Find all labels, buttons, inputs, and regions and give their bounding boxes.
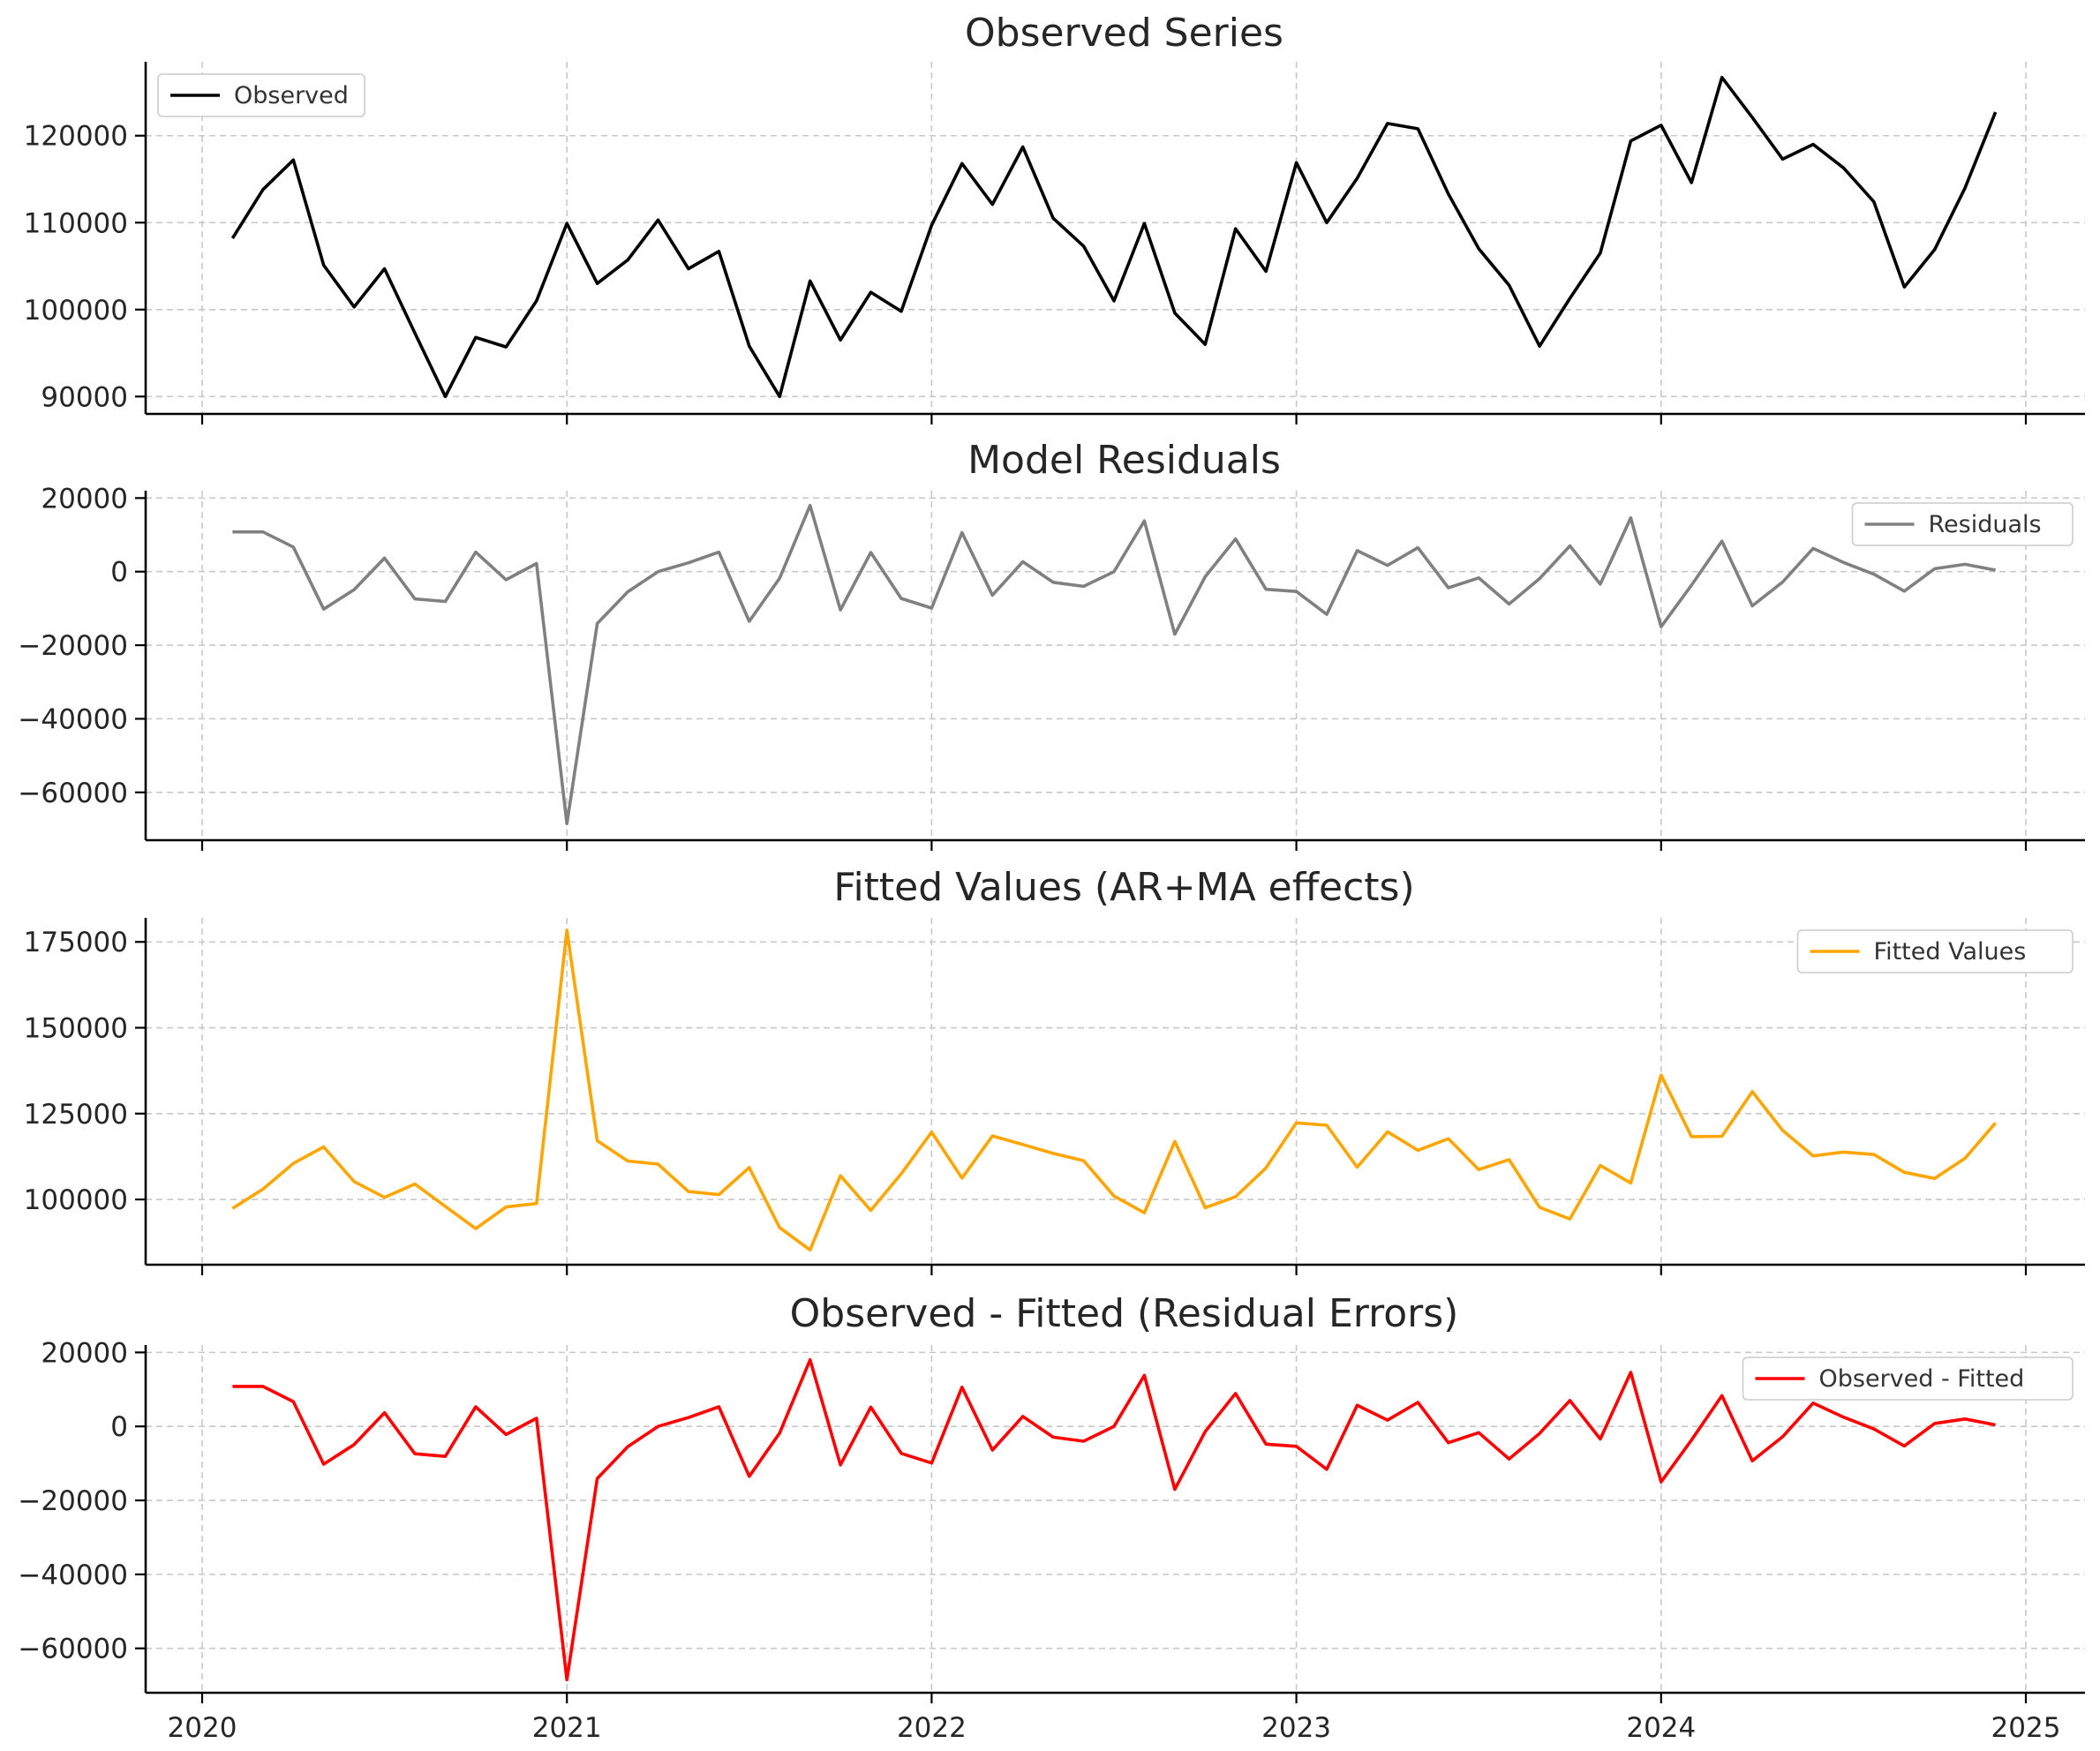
x-tick-label: 2020	[168, 1712, 237, 1744]
series-line	[230, 75, 1998, 399]
chart-title: Observed - Fitted (Residual Errors)	[790, 1291, 1459, 1336]
chart-title: Model Residuals	[967, 438, 1281, 483]
y-tick-label: 20000	[41, 1337, 128, 1369]
y-tick-label: 20000	[41, 483, 128, 515]
series-line	[232, 503, 1996, 826]
y-tick-label: −60000	[18, 1634, 128, 1665]
legend-box	[1851, 502, 2074, 546]
legend-label: Observed - Fitted	[1819, 1365, 2025, 1393]
series-line	[232, 1358, 1996, 1682]
y-tick-label: 110000	[24, 207, 128, 239]
legend: Observed	[157, 73, 365, 117]
y-tick-label: 90000	[41, 381, 128, 413]
y-tick-label: −40000	[18, 703, 128, 735]
x-tick-label: 2022	[897, 1712, 967, 1744]
chart-panel-2: Model Residuals −60000 −40000 −20000 0 20000 R…	[18, 438, 2085, 851]
y-tick-label: 0	[110, 1411, 128, 1443]
x-tick-label: 2024	[1626, 1712, 1696, 1744]
y-tick-label: 125000	[24, 1099, 128, 1131]
chart-panel-3: Fitted Values (AR+MA effects) 100000 12500…	[24, 865, 2085, 1275]
y-tick-label: 100000	[24, 295, 128, 327]
y-tick-label: 100000	[24, 1184, 128, 1216]
legend-box	[1796, 929, 2074, 973]
legend-label: Observed	[234, 82, 349, 109]
legend-label: Residuals	[1929, 511, 2042, 538]
legend-box	[1742, 1356, 2074, 1401]
chart-title: Fitted Values (AR+MA effects)	[833, 865, 1414, 910]
y-tick-label: −20000	[18, 1485, 128, 1517]
chart-title: Observed Series	[965, 11, 1283, 56]
y-tick-label: −20000	[18, 630, 128, 662]
chart-panel-4: Observed - Fitted (Residual Errors) −6000…	[18, 1291, 2085, 1744]
y-tick-label: −40000	[18, 1559, 128, 1591]
x-tick-label: 2021	[532, 1712, 602, 1744]
y-tick-label: −60000	[18, 778, 128, 809]
series-line	[231, 928, 1997, 1252]
legend: Residuals	[1851, 502, 2074, 546]
legend-label: Fitted Values	[1874, 938, 2027, 966]
y-tick-label: 0	[110, 557, 128, 589]
x-tick-label: 2023	[1261, 1712, 1331, 1744]
x-tick-label: 2025	[1991, 1712, 2061, 1744]
y-tick-label: 120000	[24, 121, 128, 153]
legend-box	[157, 73, 365, 117]
legend: Fitted Values	[1796, 929, 2074, 973]
y-tick-label: 175000	[24, 927, 128, 958]
legend: Observed - Fitted	[1742, 1356, 2074, 1401]
chart-panel-1: Observed Series 90000 100000 110000 120000 Ob…	[24, 11, 2085, 425]
y-tick-label: 150000	[24, 1013, 128, 1045]
